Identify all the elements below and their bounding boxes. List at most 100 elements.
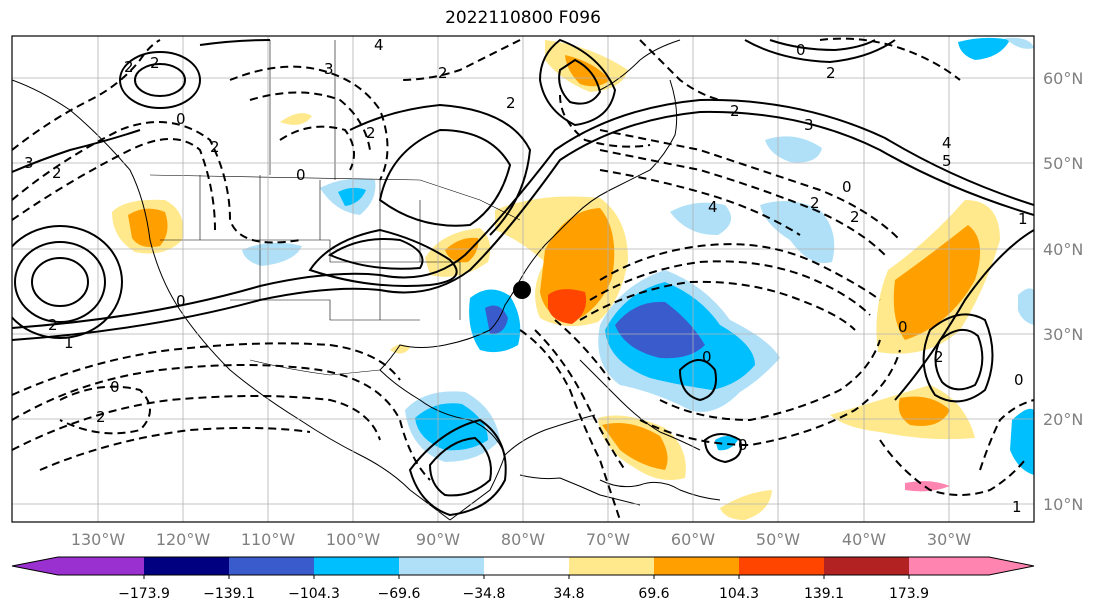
lat-tick-label: 60°N [1043,69,1083,88]
contour-label: 4 [708,198,718,216]
contour-labels: 2 0 2 4 3 2 2 0 3 2 2 2 3 4 5 0 2 2 4 0 … [24,36,1028,516]
colorbar-label: 34.8 [553,586,584,602]
contour-label: 4 [942,134,952,152]
lon-tick-label: 80°W [501,530,545,549]
contour-label: 3 [24,154,34,172]
lon-tick-label: 60°W [671,530,715,549]
lon-tick-label: 120°W [156,530,211,549]
colorbar-segment [654,557,739,575]
lon-tick-label: 130°W [71,530,126,549]
colorbar-label: 139.1 [804,586,844,602]
colorbar-segment [484,557,569,575]
colorbar-label: 173.9 [889,586,929,602]
contour-label: 1 [1012,498,1022,516]
positive-anomaly-small-north [280,113,312,125]
contour-label: 0 [702,348,712,366]
colorbar-label: −69.6 [378,586,421,602]
colorbar: −173.9 −139.1 −104.3 −69.6 −34.8 34.8 69… [11,556,1035,602]
colorbar-segment [58,557,144,575]
contour-label: 0 [176,292,186,310]
storm-center-marker [513,281,531,299]
positive-anomaly-great-lakes-core [445,237,479,263]
positive-anomaly-east-coast-peak [548,289,587,324]
contour-label: 0 [110,378,120,396]
negative-anomaly-mid-atlantic [760,201,835,264]
negative-anomaly-north-atlantic [670,202,732,236]
contour-label: 1 [1018,210,1028,228]
map-frame [11,35,1035,523]
lon-tick-label: 30°W [927,530,971,549]
colorbar-segment [739,557,824,575]
lat-tick-label: 50°N [1043,154,1083,173]
contour-label: 2 [366,124,376,142]
negative-anomaly-greenland-light [1005,37,1034,49]
contour-label: 0 [176,110,186,128]
colorbar-left-extend [12,557,58,575]
contour-label: 0 [1014,371,1024,389]
contour-label: 2 [48,316,58,334]
contour-label: 0 [738,436,748,454]
contour-label: 2 [96,408,106,426]
lon-tick-label: 50°W [756,530,800,549]
colorbar-segment [144,557,229,575]
contour-label: 2 [506,94,516,112]
negative-anomaly-atlantic-core [615,301,705,359]
political-borders [149,40,521,376]
solid-contours [12,38,1034,517]
contour-label: 2 [850,208,860,226]
colorbar-label: −104.3 [288,586,340,602]
lon-tick-label: 90°W [416,530,460,549]
colorbar-label: 69.6 [638,586,669,602]
contour-label: 3 [324,60,334,78]
colorbar-label: −173.9 [118,586,170,602]
lon-tick-label: 110°W [241,530,296,549]
negative-anomaly-northwest-core [338,187,366,206]
longitude-tick-labels: 130°W 120°W 110°W 100°W 90°W 80°W 70°W 6… [71,530,971,549]
contour-label: 2 [810,194,820,212]
contour-label: 2 [438,64,448,82]
contour-label: 2 [730,102,740,120]
negative-anomaly-small-caribbean [715,436,738,451]
contour-label: 0 [296,166,306,184]
positive-anomaly-east-atlantic-core [893,225,981,340]
lon-tick-label: 70°W [586,530,630,549]
contour-label: 0 [796,41,806,59]
colorbar-right-extend [989,557,1034,575]
negative-anomaly-east-edge-outer [1018,288,1034,325]
colorbar-label: 104.3 [719,586,759,602]
contour-label: 2 [150,54,160,72]
colorbar-segment [399,557,484,575]
contour-label: 2 [124,58,134,76]
positive-anomaly-pink [905,481,950,492]
contour-label: 5 [942,152,952,170]
contour-label: 2 [826,64,836,82]
negative-anomaly-labrador-sea [765,136,822,163]
anomaly-fills [112,37,1034,520]
contour-label: 0 [842,178,852,196]
lat-tick-label: 20°N [1043,410,1083,429]
lat-tick-label: 40°N [1043,240,1083,259]
colorbar-segment [909,557,989,575]
contour-label: 1 [64,334,74,352]
colorbar-segment [229,557,314,575]
negative-anomaly-greenland [958,37,1010,60]
lat-tick-label: 10°N [1043,495,1083,514]
contour-label: 2 [52,164,62,182]
positive-anomaly-caribbean-core [602,423,668,470]
map-title: 2022110800 F096 [445,8,601,28]
colorbar-outline [11,556,1035,576]
colorbar-label: −139.1 [203,586,255,602]
latitude-tick-labels: 60°N 50°N 40°N 30°N 20°N 10°N [1043,69,1083,514]
colorbar-segment [569,557,654,575]
lon-tick-label: 40°W [842,530,886,549]
lat-tick-label: 30°N [1043,325,1083,344]
colorbar-segment [314,557,399,575]
contour-label: 0 [898,318,908,336]
negative-anomaly-east-edge [1010,408,1034,475]
map-plot-area: 2 0 2 4 3 2 2 0 3 2 2 2 3 4 5 0 2 2 4 0 … [12,36,1034,522]
colorbar-segment [824,557,909,575]
contour-label: 4 [374,36,384,54]
contour-label: 2 [934,348,944,366]
contour-label: 2 [210,138,220,156]
